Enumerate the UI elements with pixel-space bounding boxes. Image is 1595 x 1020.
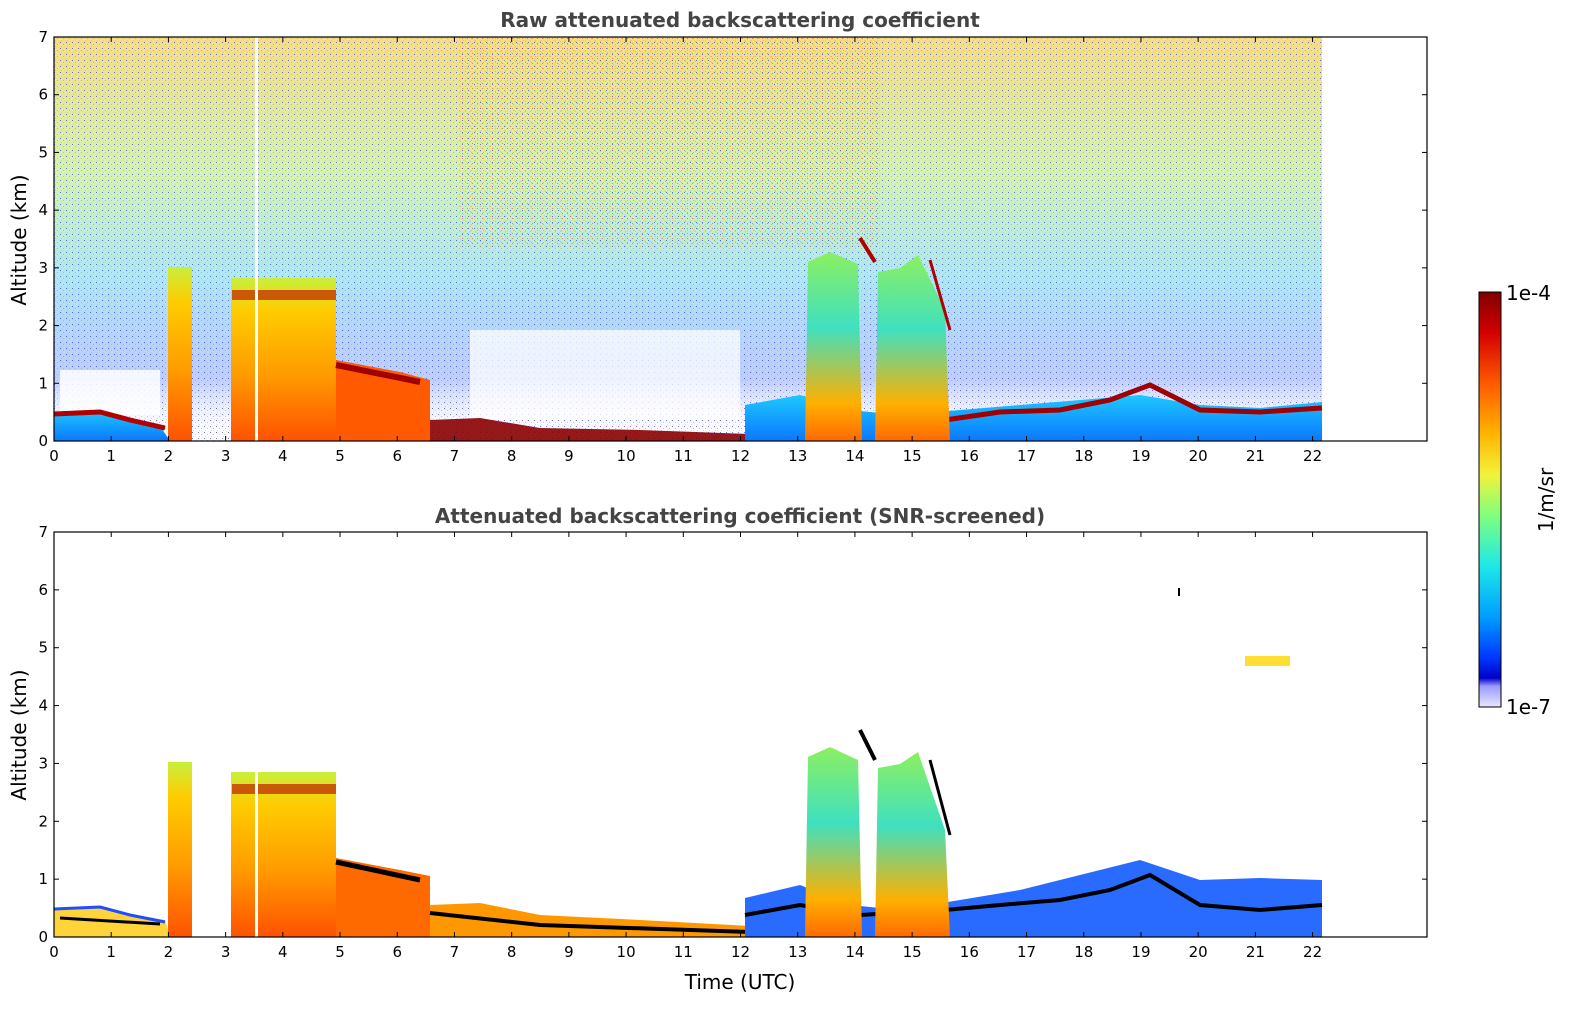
x-tick-label-4: 4 xyxy=(278,943,288,961)
x-tick-label-18: 18 xyxy=(1074,943,1093,961)
x-tick-label-22: 22 xyxy=(1303,943,1322,961)
raw-cloud-2h xyxy=(168,267,192,441)
raw-boundary-layer-morning xyxy=(54,410,170,441)
panel-raw-title: Raw attenuated backscattering coefficien… xyxy=(500,8,980,32)
x-tick-label-15: 15 xyxy=(903,447,922,465)
y-tick-label-0: 0 xyxy=(38,432,48,450)
raw-heatmap-field xyxy=(54,37,1323,441)
y-tick-label-6: 6 xyxy=(38,581,48,599)
x-tick-label-6: 6 xyxy=(392,943,402,961)
x-tick-label-1: 1 xyxy=(106,447,116,465)
x-tick-label-11: 11 xyxy=(674,943,693,961)
colorbar-gradient xyxy=(1478,291,1502,708)
x-tick-label-15: 15 xyxy=(903,943,922,961)
raw-aerosol-top-morning xyxy=(54,409,166,431)
x-tick-label-21: 21 xyxy=(1246,447,1265,465)
colorbar: 1e-4 1e-7 1/m/sr xyxy=(1478,281,1558,719)
x-tick-label-2: 2 xyxy=(164,447,174,465)
x-tick-label-14: 14 xyxy=(845,447,864,465)
x-tick-label-4: 4 xyxy=(278,447,288,465)
y-tick-label-4: 4 xyxy=(38,697,48,715)
screened-ylabel: Altitude (km) xyxy=(7,669,31,800)
x-tick-label-2: 2 xyxy=(164,943,174,961)
raw-clear-gap-midday xyxy=(470,330,740,420)
raw-clear-gap-morning xyxy=(60,370,160,415)
x-tick-label-9: 9 xyxy=(564,447,574,465)
screened-xlabel: Time (UTC) xyxy=(684,970,796,994)
y-tick-label-2: 2 xyxy=(38,812,48,830)
x-tick-label-13: 13 xyxy=(788,943,807,961)
x-tick-label-0: 0 xyxy=(49,943,59,961)
y-tick-label-1: 1 xyxy=(38,870,48,888)
x-tick-label-9: 9 xyxy=(564,943,574,961)
x-tick-label-21: 21 xyxy=(1246,943,1265,961)
y-tick-label-0: 0 xyxy=(38,928,48,946)
colorbar-unit-label: 1/m/sr xyxy=(1534,467,1558,532)
x-tick-label-19: 19 xyxy=(1131,943,1150,961)
x-tick-label-8: 8 xyxy=(507,447,517,465)
screened-data-gap-line xyxy=(255,532,258,937)
y-tick-label-5: 5 xyxy=(38,143,48,161)
screened-cloud-2h xyxy=(168,762,192,937)
x-tick-label-7: 7 xyxy=(450,943,460,961)
y-tick-label-2: 2 xyxy=(38,317,48,335)
raw-aerosol-top-afternoon xyxy=(944,382,1323,423)
raw-ylabel: Altitude (km) xyxy=(7,174,31,305)
y-tick-label-3: 3 xyxy=(38,259,48,277)
x-tick-label-11: 11 xyxy=(674,447,693,465)
panel-screened-title: Attenuated backscattering coefficient (S… xyxy=(435,504,1045,528)
y-tick-label-3: 3 xyxy=(38,754,48,772)
x-tick-label-16: 16 xyxy=(960,943,979,961)
x-tick-label-1: 1 xyxy=(106,943,116,961)
colorbar-max-label: 1e-4 xyxy=(1506,281,1551,305)
x-tick-label-16: 16 xyxy=(960,447,979,465)
raw-aerosol-layer-midday xyxy=(430,418,760,441)
x-tick-label-10: 10 xyxy=(617,447,636,465)
screened-high-feature-20h xyxy=(1178,588,1180,596)
screened-heatmap-field xyxy=(54,532,1323,937)
screened-cloud-3-5h xyxy=(231,772,336,937)
x-tick-label-3: 3 xyxy=(221,943,231,961)
x-tick-label-13: 13 xyxy=(788,447,807,465)
panel-raw: Raw attenuated backscattering coefficien… xyxy=(7,8,1428,465)
x-tick-label-5: 5 xyxy=(335,943,345,961)
y-tick-label-5: 5 xyxy=(38,639,48,657)
x-tick-label-19: 19 xyxy=(1131,447,1150,465)
y-tick-label-7: 7 xyxy=(38,523,48,541)
y-tick-label-7: 7 xyxy=(38,28,48,46)
x-tick-label-18: 18 xyxy=(1074,447,1093,465)
screened-cloud-13-14h xyxy=(805,747,862,937)
x-tick-label-17: 17 xyxy=(1017,943,1036,961)
y-tick-label-4: 4 xyxy=(38,201,48,219)
raw-cloud-3-5h xyxy=(231,278,336,441)
x-tick-label-12: 12 xyxy=(731,943,750,961)
y-tick-label-1: 1 xyxy=(38,374,48,392)
panel-screened: Attenuated backscattering coefficient (S… xyxy=(7,504,1428,994)
x-tick-label-3: 3 xyxy=(221,447,231,465)
x-tick-label-0: 0 xyxy=(49,447,59,465)
colorbar-min-label: 1e-7 xyxy=(1506,695,1551,719)
screened-cloud-14-15h xyxy=(875,752,950,937)
x-tick-label-20: 20 xyxy=(1189,447,1208,465)
x-tick-label-6: 6 xyxy=(392,447,402,465)
screened-high-feature-21h xyxy=(1245,656,1290,666)
raw-axis-ticks: 0 1 2 3 4 5 6 7 8 9 10 11 12 13 14 15 16 17 18 19 20 21 220123… xyxy=(38,28,1427,465)
x-tick-label-20: 20 xyxy=(1189,943,1208,961)
x-tick-label-8: 8 xyxy=(507,943,517,961)
x-tick-label-7: 7 xyxy=(450,447,460,465)
raw-midday-noise xyxy=(460,37,880,247)
x-tick-label-10: 10 xyxy=(617,943,636,961)
x-tick-label-14: 14 xyxy=(845,943,864,961)
x-tick-label-5: 5 xyxy=(335,447,345,465)
raw-cloud-14-15h xyxy=(875,255,950,441)
raw-cloud-13-14h xyxy=(805,252,862,441)
x-tick-label-22: 22 xyxy=(1303,447,1322,465)
x-tick-label-17: 17 xyxy=(1017,447,1036,465)
raw-data-gap-line xyxy=(255,37,258,441)
x-tick-label-12: 12 xyxy=(731,447,750,465)
y-tick-label-6: 6 xyxy=(38,86,48,104)
screened-axis-ticks: 0 1 2 3 4 5 6 7 8 9 10 11 12 13 14 15 16 17 18 19 20 21 220123… xyxy=(38,523,1427,961)
